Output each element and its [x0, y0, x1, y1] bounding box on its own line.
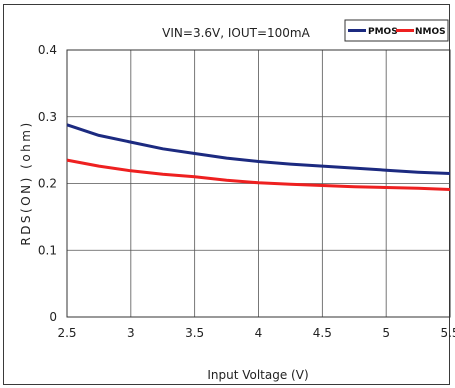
x-axis-label: Input Voltage (V): [207, 368, 308, 382]
x-tick-label: 4.5: [313, 326, 332, 340]
y-tick-labels: 0 0.1 0.2 0.3 0.4: [38, 43, 57, 324]
grid: [67, 50, 450, 317]
series-lines: [66, 123, 451, 191]
y-tick-label: 0: [49, 310, 57, 324]
series-line-pmos: [66, 123, 451, 175]
y-axis-label: RDS(ON) (ohm): [19, 120, 33, 245]
x-tick-label: 5.5: [440, 326, 455, 340]
x-tick-labels: 2.5 3 3.5 4 4.5 5 5.5: [57, 326, 455, 340]
y-tick-label: 0.1: [38, 243, 57, 257]
x-tick-label: 5: [382, 326, 390, 340]
x-tick-label: 4: [255, 326, 263, 340]
legend: PMOS NMOS: [344, 19, 449, 42]
y-tick-label: 0.3: [38, 110, 57, 124]
legend-label-pmos: PMOS: [368, 27, 398, 37]
series-line-nmos: [66, 158, 451, 191]
legend-label-nmos: NMOS: [415, 27, 446, 37]
x-tick-label: 3.5: [185, 326, 204, 340]
x-tick-label: 3: [127, 326, 135, 340]
x-tick-label: 2.5: [57, 326, 76, 340]
chart-title: VIN=3.6V, IOUT=100mA: [162, 26, 310, 40]
y-tick-label: 0.2: [38, 177, 57, 191]
y-tick-label: 0.4: [38, 43, 57, 57]
plot-area: [66, 49, 451, 318]
